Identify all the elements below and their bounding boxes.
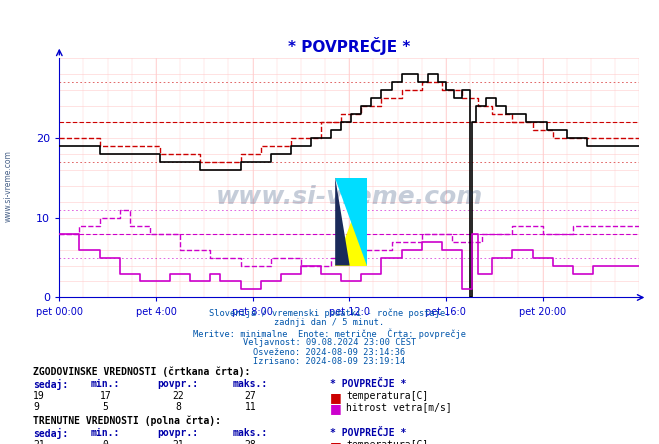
Text: * POVPREČJE *: * POVPREČJE *: [330, 379, 406, 389]
Text: Osveženo: 2024-08-09 23:14:36: Osveženo: 2024-08-09 23:14:36: [253, 348, 406, 357]
Text: sedaj:: sedaj:: [33, 379, 68, 390]
Title: * POVPREČJE *: * POVPREČJE *: [288, 37, 411, 55]
Text: 22: 22: [172, 391, 184, 401]
Text: 27: 27: [244, 391, 256, 401]
Polygon shape: [335, 178, 368, 266]
Text: 5: 5: [103, 402, 108, 412]
Text: 0: 0: [103, 440, 108, 444]
Text: 21: 21: [33, 440, 45, 444]
Text: Meritve: minimalne  Enote: metrične  Črta: povprečje: Meritve: minimalne Enote: metrične Črta:…: [193, 328, 466, 339]
Text: ■: ■: [330, 440, 341, 444]
Text: hitrost vetra[m/s]: hitrost vetra[m/s]: [346, 402, 451, 412]
Text: maks.:: maks.:: [233, 379, 268, 389]
Text: zadnji dan / 5 minut.: zadnji dan / 5 minut.: [274, 318, 385, 327]
Text: TRENUTNE VREDNOSTI (polna črta):: TRENUTNE VREDNOSTI (polna črta):: [33, 416, 221, 426]
Text: Izrisano: 2024-08-09 23:19:14: Izrisano: 2024-08-09 23:19:14: [253, 357, 406, 366]
Polygon shape: [335, 178, 368, 266]
Text: maks.:: maks.:: [233, 428, 268, 438]
Text: povpr.:: povpr.:: [158, 428, 198, 438]
Text: www.si-vreme.com: www.si-vreme.com: [3, 151, 13, 222]
Text: 11: 11: [244, 402, 256, 412]
Text: Slovenija / vremenski podatki - ročne postaje.: Slovenija / vremenski podatki - ročne po…: [209, 309, 450, 318]
Text: Veljavnost: 09.08.2024 23:00 CEST: Veljavnost: 09.08.2024 23:00 CEST: [243, 338, 416, 347]
Text: www.si-vreme.com: www.si-vreme.com: [215, 185, 483, 209]
Text: ZGODOVINSKE VREDNOSTI (črtkana črta):: ZGODOVINSKE VREDNOSTI (črtkana črta):: [33, 366, 250, 377]
Text: 8: 8: [175, 402, 181, 412]
Text: min.:: min.:: [91, 428, 120, 438]
Text: 21: 21: [172, 440, 184, 444]
Text: ■: ■: [330, 402, 341, 415]
Text: povpr.:: povpr.:: [158, 379, 198, 389]
Text: 28: 28: [244, 440, 256, 444]
Polygon shape: [335, 178, 350, 266]
Text: temperatura[C]: temperatura[C]: [346, 391, 428, 401]
Text: 17: 17: [100, 391, 111, 401]
Text: min.:: min.:: [91, 379, 120, 389]
Text: sedaj:: sedaj:: [33, 428, 68, 439]
Text: 19: 19: [33, 391, 45, 401]
Text: ■: ■: [330, 391, 341, 404]
Text: temperatura[C]: temperatura[C]: [346, 440, 428, 444]
Text: * POVPREČJE *: * POVPREČJE *: [330, 428, 406, 438]
Text: 9: 9: [33, 402, 39, 412]
